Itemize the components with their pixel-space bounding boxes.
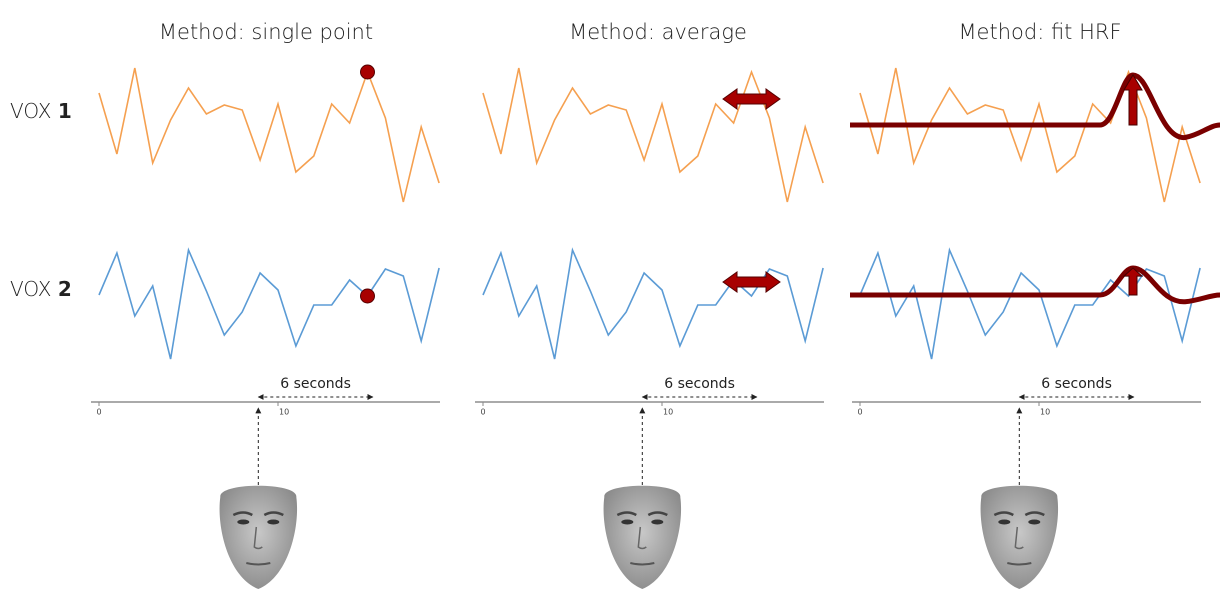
face-stimulus	[219, 485, 298, 589]
sample-point	[360, 64, 375, 80]
signal-line	[482, 247, 824, 360]
mouth	[246, 562, 271, 566]
signal-line	[482, 67, 824, 203]
panel-title: Method: average	[569, 20, 747, 44]
signal-line	[98, 67, 440, 203]
row-label-text: VOX	[10, 277, 52, 301]
panel-title: Method: fit HRF	[958, 20, 1121, 44]
average-window-arrow	[722, 88, 781, 110]
row-number: 1	[58, 99, 72, 123]
x-tick-label: 0	[480, 408, 485, 417]
face-outline	[219, 485, 298, 589]
eye	[267, 519, 280, 525]
eye	[998, 519, 1011, 525]
x-tick-label: 10	[1040, 408, 1050, 417]
span-label: 6 seconds	[280, 376, 351, 392]
hrf-curve	[850, 72, 1221, 140]
span-label: 6 seconds	[1041, 376, 1112, 392]
row-number: 2	[58, 277, 72, 301]
nose	[637, 526, 647, 550]
face-outline	[980, 485, 1059, 589]
panel-title: Method: single point	[159, 20, 373, 44]
eye	[1028, 519, 1041, 525]
sample-point	[360, 288, 375, 304]
nose	[253, 526, 263, 550]
brow	[616, 511, 668, 517]
amplitude-arrow	[1123, 74, 1143, 126]
signal-line	[859, 67, 1201, 203]
x-tick-label: 0	[857, 408, 862, 417]
x-tick-label: 10	[279, 408, 289, 417]
eye	[237, 519, 250, 525]
row-label: VOX 1	[10, 99, 72, 123]
nose	[1014, 526, 1024, 550]
row-label: VOX 2	[10, 277, 72, 301]
face-outline	[603, 485, 682, 589]
face-stimulus	[603, 485, 682, 589]
signal-line	[98, 247, 440, 360]
signal-line	[859, 247, 1201, 360]
span-label: 6 seconds	[664, 376, 735, 392]
eye	[621, 519, 634, 525]
row-label-text: VOX	[10, 99, 52, 123]
hrf-curve	[850, 265, 1221, 305]
mouth	[630, 562, 655, 566]
mouth	[1007, 562, 1032, 566]
brow	[993, 511, 1045, 517]
x-tick-label: 0	[96, 408, 101, 417]
face-stimulus	[980, 485, 1059, 589]
x-tick-label: 10	[663, 408, 673, 417]
amplitude-arrow	[1122, 267, 1144, 296]
average-window-arrow	[722, 271, 781, 293]
brow	[232, 511, 284, 517]
eye	[651, 519, 664, 525]
